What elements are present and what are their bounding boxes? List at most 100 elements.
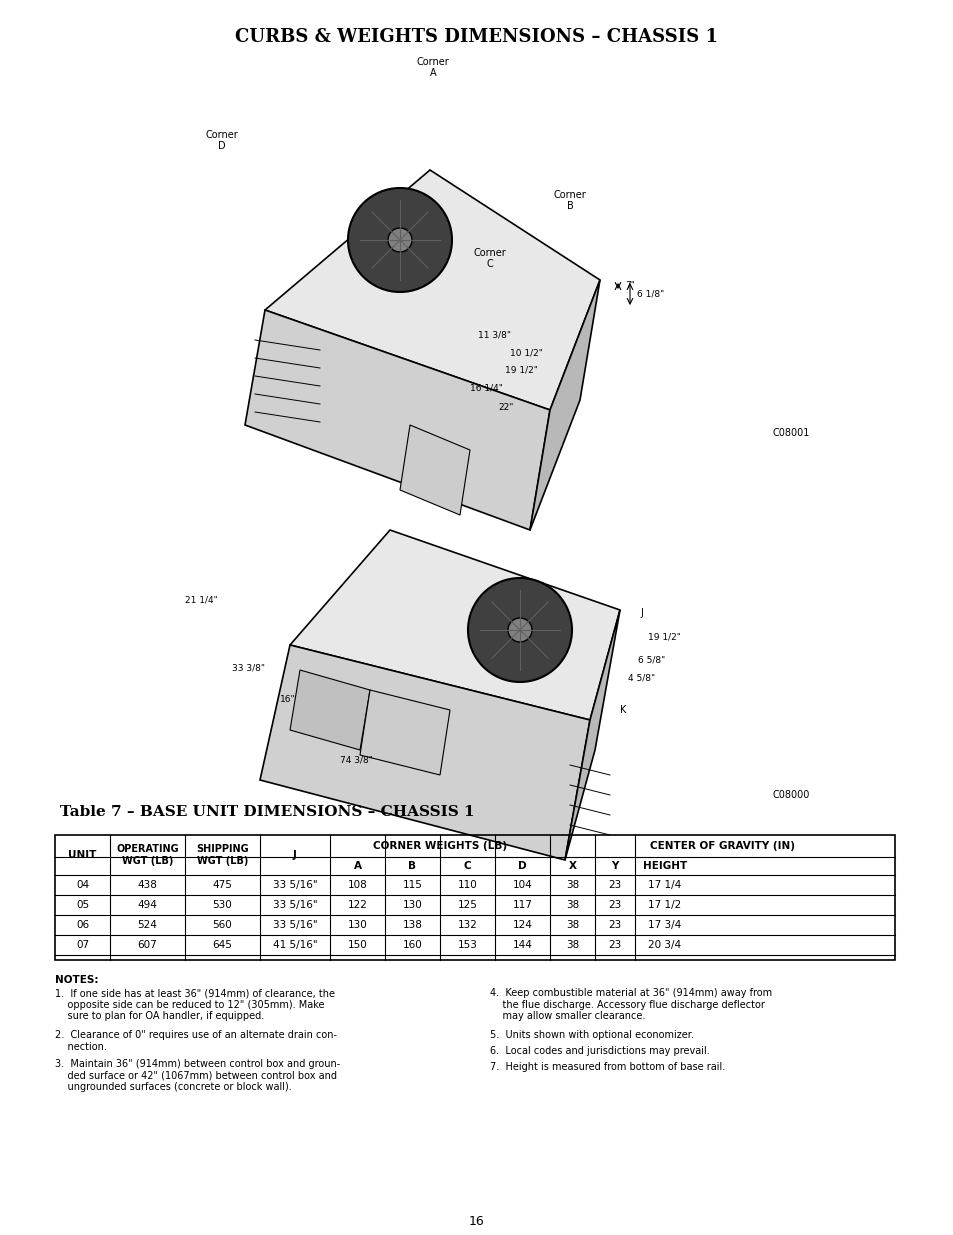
Text: 115: 115 <box>402 881 422 890</box>
Polygon shape <box>265 170 599 410</box>
Polygon shape <box>290 671 370 750</box>
Text: CENTER OF GRAVITY (IN): CENTER OF GRAVITY (IN) <box>649 841 794 851</box>
Text: 6 1/8": 6 1/8" <box>637 289 663 299</box>
Bar <box>55 835 894 960</box>
Text: 153: 153 <box>457 940 476 950</box>
Text: 7.  Height is measured from bottom of base rail.: 7. Height is measured from bottom of bas… <box>490 1062 724 1072</box>
Text: 530: 530 <box>213 900 233 910</box>
Text: 524: 524 <box>137 920 157 930</box>
Polygon shape <box>245 310 550 530</box>
Text: 558J: 558J <box>14 711 29 746</box>
Text: 16: 16 <box>469 1215 484 1228</box>
Text: 132: 132 <box>457 920 476 930</box>
Text: B: B <box>566 201 573 211</box>
Circle shape <box>388 228 412 252</box>
Text: 17 1/2: 17 1/2 <box>648 900 680 910</box>
Text: C08001: C08001 <box>772 429 809 438</box>
Text: 16 1/4": 16 1/4" <box>470 384 502 393</box>
Text: 23: 23 <box>608 881 621 890</box>
Text: C: C <box>486 259 493 269</box>
Text: 21 1/4": 21 1/4" <box>185 595 217 604</box>
Text: OPERATING
WGT (LB): OPERATING WGT (LB) <box>116 845 178 866</box>
Text: J: J <box>293 850 296 860</box>
Polygon shape <box>359 690 450 776</box>
Text: 104: 104 <box>512 881 532 890</box>
Text: 125: 125 <box>457 900 476 910</box>
Text: SHIPPING
WGT (LB): SHIPPING WGT (LB) <box>196 845 249 866</box>
Circle shape <box>507 618 532 642</box>
Text: Table 7 – BASE UNIT DIMENSIONS – CHASSIS 1: Table 7 – BASE UNIT DIMENSIONS – CHASSIS… <box>60 805 475 819</box>
Text: 33 5/16": 33 5/16" <box>273 920 317 930</box>
Text: 4 5/8": 4 5/8" <box>627 673 655 683</box>
Text: 38: 38 <box>565 920 578 930</box>
Text: 16": 16" <box>280 695 295 704</box>
Text: X: X <box>568 861 576 871</box>
Text: 6.  Local codes and jurisdictions may prevail.: 6. Local codes and jurisdictions may pre… <box>490 1046 709 1056</box>
Text: 23: 23 <box>608 940 621 950</box>
Text: C08000: C08000 <box>772 790 809 800</box>
Text: Y: Y <box>611 861 618 871</box>
Text: 138: 138 <box>402 920 422 930</box>
Polygon shape <box>260 645 589 860</box>
Text: 33 5/16": 33 5/16" <box>273 900 317 910</box>
Text: 23: 23 <box>608 920 621 930</box>
Text: 38: 38 <box>565 881 578 890</box>
Text: 20 3/4: 20 3/4 <box>648 940 680 950</box>
Text: 6 5/8": 6 5/8" <box>638 656 664 664</box>
Text: 150: 150 <box>347 940 367 950</box>
Text: 17 1/4: 17 1/4 <box>648 881 680 890</box>
Text: NOTES:: NOTES: <box>55 974 98 986</box>
Text: Corner: Corner <box>416 57 449 67</box>
Text: 160: 160 <box>402 940 422 950</box>
Text: B: B <box>408 861 416 871</box>
Text: Corner: Corner <box>473 248 506 258</box>
Text: 17 3/4: 17 3/4 <box>648 920 680 930</box>
Text: 04: 04 <box>76 881 89 890</box>
Text: 38: 38 <box>565 900 578 910</box>
Text: 05: 05 <box>76 900 89 910</box>
Text: 33 5/16": 33 5/16" <box>273 881 317 890</box>
Text: K: K <box>619 705 626 715</box>
Polygon shape <box>564 610 619 860</box>
Text: 144: 144 <box>512 940 532 950</box>
Text: 41 5/16": 41 5/16" <box>273 940 317 950</box>
Text: 3.  Maintain 36" (914mm) between control box and groun-
    ded surface or 42" (: 3. Maintain 36" (914mm) between control … <box>55 1058 340 1092</box>
Text: 122: 122 <box>347 900 367 910</box>
Text: HEIGHT: HEIGHT <box>642 861 686 871</box>
Text: D: D <box>517 861 526 871</box>
Text: 110: 110 <box>457 881 476 890</box>
Text: UNIT: UNIT <box>69 850 96 860</box>
Text: Corner: Corner <box>553 190 586 200</box>
Text: Corner: Corner <box>206 130 238 140</box>
Text: 130: 130 <box>402 900 422 910</box>
Text: 2.  Clearance of 0" requires use of an alternate drain con-
    nection.: 2. Clearance of 0" requires use of an al… <box>55 1030 336 1051</box>
Text: C: C <box>463 861 471 871</box>
Text: 494: 494 <box>137 900 157 910</box>
Text: 11 3/8": 11 3/8" <box>477 331 511 340</box>
Circle shape <box>468 578 572 682</box>
Text: 560: 560 <box>213 920 233 930</box>
Text: 74 3/8": 74 3/8" <box>339 756 373 764</box>
Text: 4.  Keep combustible material at 36" (914mm) away from
    the flue discharge. A: 4. Keep combustible material at 36" (914… <box>490 988 771 1021</box>
Text: CURBS & WEIGHTS DIMENSIONS – CHASSIS 1: CURBS & WEIGHTS DIMENSIONS – CHASSIS 1 <box>235 28 718 46</box>
Text: 23: 23 <box>608 900 621 910</box>
Text: A: A <box>429 68 436 78</box>
Text: 19 1/2": 19 1/2" <box>504 366 537 374</box>
Text: 117: 117 <box>512 900 532 910</box>
Text: 645: 645 <box>213 940 233 950</box>
Polygon shape <box>290 530 619 720</box>
Polygon shape <box>399 425 470 515</box>
Text: 10 1/2": 10 1/2" <box>510 348 542 357</box>
Text: 475: 475 <box>213 881 233 890</box>
Text: 33 3/8": 33 3/8" <box>232 663 265 673</box>
Text: 19 1/2": 19 1/2" <box>647 632 680 641</box>
Text: 438: 438 <box>137 881 157 890</box>
Text: 06: 06 <box>76 920 89 930</box>
Text: 38: 38 <box>565 940 578 950</box>
Text: 7": 7" <box>624 282 634 290</box>
Text: 07: 07 <box>76 940 89 950</box>
Text: 22": 22" <box>497 404 513 412</box>
Text: 124: 124 <box>512 920 532 930</box>
Text: 5.  Units shown with optional economizer.: 5. Units shown with optional economizer. <box>490 1030 693 1040</box>
Text: D: D <box>218 141 226 151</box>
